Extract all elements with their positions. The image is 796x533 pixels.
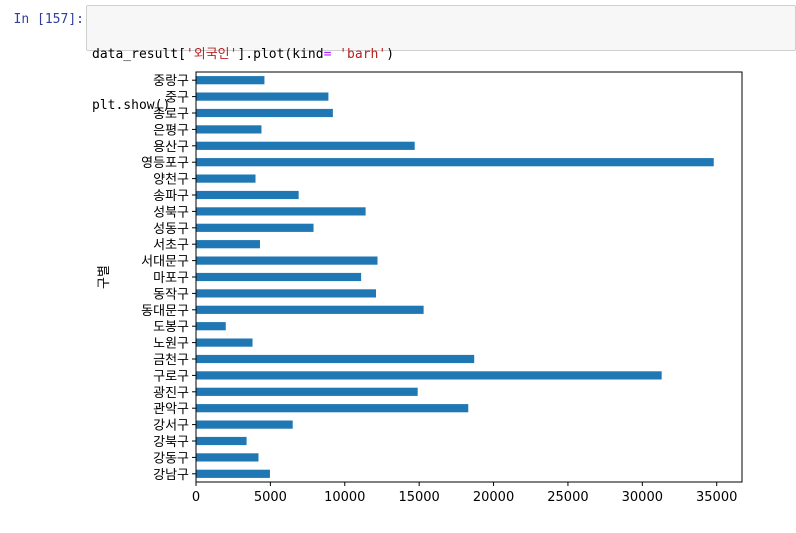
code-token: data_result[ — [92, 47, 186, 62]
code-token: ].plot(kind — [237, 47, 324, 62]
cell-output: 강남구 강동구 강북구 강서구 관악구 광진구 구로구 금천구 노원구 도봉구 동대문구 동작구 마포구… — [86, 60, 796, 529]
x-ticks-group: 0 5000 10000 15000 20000 25000 30000 35000 — [192, 482, 737, 505]
bar-성북구 — [196, 207, 366, 216]
bar-관악구 — [196, 404, 469, 413]
y-tick-label: 노원구 — [153, 337, 189, 352]
y-tick-label: 중랑구 — [153, 74, 189, 89]
x-tick-label: 5000 — [254, 490, 287, 505]
y-tick-label: 서대문구 — [141, 255, 189, 270]
y-tick-label: 강북구 — [153, 435, 189, 450]
bar-동작구 — [196, 289, 377, 298]
y-tick-label: 관악구 — [153, 402, 189, 417]
y-tick-label: 도봉구 — [153, 320, 189, 335]
code-line-2: plt.show() — [92, 98, 171, 113]
y-tick-label: 구로구 — [153, 369, 189, 384]
bar-영등포구 — [196, 158, 714, 167]
bar-은평구 — [196, 125, 262, 134]
x-tick-label: 20000 — [473, 490, 514, 505]
cell-prompt: In [157]: — [13, 12, 84, 27]
y-tick-label: 금천구 — [153, 353, 189, 368]
bar-중구 — [196, 92, 329, 101]
y-tick-label: 성북구 — [153, 205, 189, 220]
bar-강북구 — [196, 436, 247, 446]
x-tick-label: 30000 — [622, 490, 663, 505]
y-tick-label: 강동구 — [153, 451, 189, 466]
y-tick-label: 영등포구 — [141, 156, 189, 171]
code-line-1: data_result['외국인'].plot(kind= 'barh') — [92, 46, 790, 63]
bar-노원구 — [196, 338, 253, 347]
bar-서초구 — [196, 240, 260, 249]
y-tick-label: 마포구 — [153, 271, 189, 286]
bar-성동구 — [196, 223, 314, 232]
bar-도봉구 — [196, 322, 226, 331]
bar-구로구 — [196, 371, 662, 380]
y-tick-label: 광진구 — [153, 386, 189, 401]
x-tick-label: 25000 — [547, 490, 588, 505]
bar-강남구 — [196, 469, 270, 478]
y-tick-label: 동대문구 — [141, 304, 189, 319]
x-tick-label: 35000 — [696, 490, 737, 505]
code-string: '외국인' — [185, 47, 238, 62]
code-operator: = — [323, 47, 332, 62]
y-tick-label: 송파구 — [153, 189, 189, 204]
bar-강서구 — [196, 420, 293, 429]
bar-금천구 — [196, 354, 475, 364]
y-tick-label: 종로구 — [153, 107, 189, 122]
bar-양천구 — [196, 174, 256, 183]
y-tick-label: 중구 — [165, 91, 189, 106]
bar-용산구 — [196, 141, 415, 150]
x-tick-label: 0 — [192, 490, 200, 505]
bar-마포구 — [196, 272, 362, 282]
code-input-area[interactable]: data_result['외국인'].plot(kind= 'barh') pl… — [86, 5, 796, 113]
y-tick-label: 서초구 — [153, 238, 189, 253]
x-tick-label: 10000 — [324, 490, 365, 505]
bars-group — [196, 76, 714, 478]
bar-중랑구 — [196, 76, 265, 85]
bar-강동구 — [196, 453, 259, 462]
bar-송파구 — [196, 190, 299, 200]
y-tick-label: 강남구 — [153, 468, 189, 483]
x-tick-label: 15000 — [398, 490, 439, 505]
bar-동대문구 — [196, 305, 424, 314]
bar-서대문구 — [196, 256, 378, 265]
y-tick-label: 양천구 — [153, 173, 189, 188]
bar-광진구 — [196, 387, 418, 396]
y-axis-label: 구별 — [97, 265, 112, 289]
bar-종로구 — [196, 108, 333, 118]
y-tick-label: 강서구 — [153, 419, 189, 434]
y-tick-label: 은평구 — [153, 123, 189, 138]
y-tick-label: 동작구 — [153, 287, 189, 302]
code-token: ) — [386, 47, 395, 62]
y-tick-label: 용산구 — [153, 140, 189, 155]
code-string: 'barh' — [339, 47, 387, 62]
y-tick-label: 성동구 — [153, 222, 189, 237]
